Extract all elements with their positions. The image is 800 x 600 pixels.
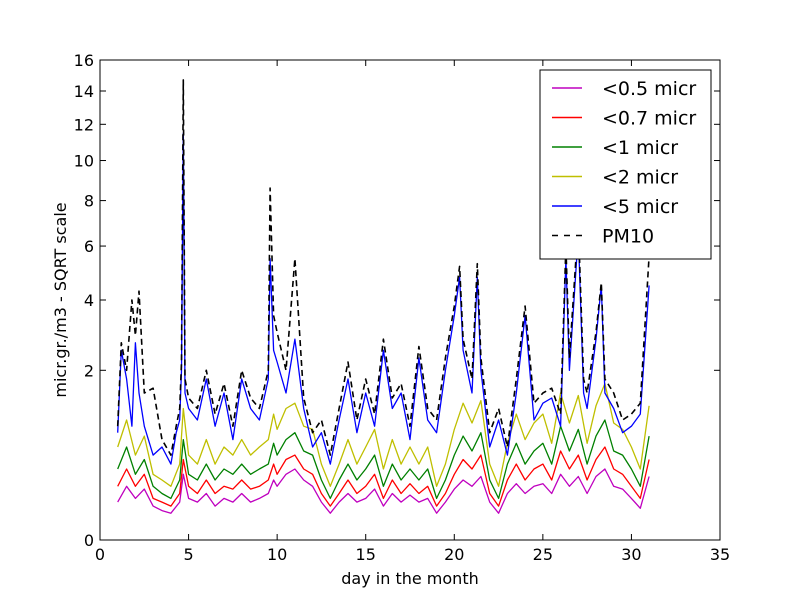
legend-label-0: <0.5 micr <box>602 78 696 100</box>
y-tick-label: 14 <box>74 82 94 101</box>
x-tick-label: 15 <box>356 545 376 564</box>
x-tick-label: 25 <box>533 545 553 564</box>
y-tick-label: 0 <box>84 531 94 550</box>
legend: <0.5 micr <0.7 micr <1 micr <2 micr <5 micr P… <box>539 69 712 260</box>
series-line-5 <box>116 79 650 456</box>
x-tick-label: 20 <box>444 545 464 564</box>
legend-label-1: <0.7 micr <box>602 108 696 130</box>
series-line-3 <box>117 382 650 487</box>
legend-label-5: PM10 <box>602 226 654 248</box>
y-tick-label: 10 <box>74 152 94 171</box>
legend-label-4: <5 micr <box>602 196 678 218</box>
ticks-layer: 0 5 10 15 20 25 30 35 0 2 4 6 8 10 12 14 16 <box>74 51 731 564</box>
x-tick-label: 35 <box>710 545 730 564</box>
series-line-0 <box>117 468 650 514</box>
y-tick-label: 8 <box>84 192 94 211</box>
x-tick-label: 30 <box>621 545 641 564</box>
x-tick-label: 5 <box>183 545 193 564</box>
series-line-2 <box>117 419 650 500</box>
legend-label-3: <2 micr <box>602 167 678 189</box>
y-tick-label: 16 <box>74 51 94 70</box>
series-line-4 <box>117 132 650 465</box>
y-tick-label: 4 <box>84 291 94 310</box>
legend-box <box>539 69 712 260</box>
x-tick-label: 10 <box>267 545 287 564</box>
x-tick-label: 0 <box>95 545 105 564</box>
legend-label-2: <1 micr <box>602 137 678 159</box>
y-axis-label: micr.gr./m3 - SQRT scale <box>51 202 70 397</box>
series-line-1 <box>117 446 650 507</box>
y-tick-label: 6 <box>84 237 94 256</box>
y-tick-label: 2 <box>84 361 94 380</box>
y-tick-label: 12 <box>74 115 94 134</box>
x-axis-label: day in the month <box>341 569 478 588</box>
series-layer <box>116 79 650 514</box>
